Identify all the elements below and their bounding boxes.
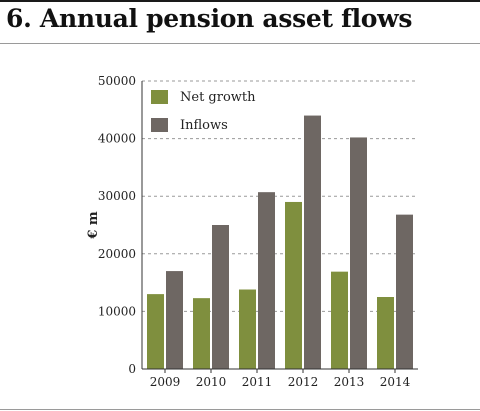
legend-swatch-net-growth [151, 90, 168, 104]
legend-label-net-growth: Net growth [180, 90, 256, 105]
y-tick-label: 20000 [98, 247, 136, 261]
y-axis-label: € m [86, 211, 101, 240]
bottom-rule [0, 409, 480, 410]
bar-inflows [212, 225, 229, 369]
legend-swatch-inflows [151, 118, 168, 132]
y-tick-label: 40000 [98, 132, 136, 146]
bar-inflows [304, 115, 321, 369]
x-tick-label: 2014 [380, 375, 411, 389]
bar-net-growth [331, 271, 348, 369]
bar-net-growth [193, 298, 210, 369]
y-tick-label: 0 [128, 362, 136, 376]
chart-title: 6. Annual pension asset flows [6, 4, 413, 33]
title-divider [0, 43, 480, 44]
bar-inflows [166, 271, 183, 369]
bar-inflows [258, 192, 275, 369]
x-tick-label: 2013 [334, 375, 365, 389]
top-rule [0, 0, 480, 2]
x-tick-label: 2012 [288, 375, 319, 389]
bar-inflows [350, 137, 367, 369]
x-tick-label: 2011 [242, 375, 273, 389]
x-tick-label: 2010 [196, 375, 227, 389]
y-tick-label: 50000 [98, 74, 136, 88]
bar-inflows [396, 214, 413, 369]
legend-label-inflows: Inflows [180, 118, 228, 133]
bar-net-growth [285, 201, 302, 369]
y-tick-label: 10000 [98, 304, 136, 318]
bar-net-growth [239, 289, 256, 369]
x-tick-label: 2009 [150, 375, 181, 389]
y-tick-label: 30000 [98, 189, 136, 203]
bar-net-growth [377, 297, 394, 369]
bar-net-growth [147, 294, 164, 369]
